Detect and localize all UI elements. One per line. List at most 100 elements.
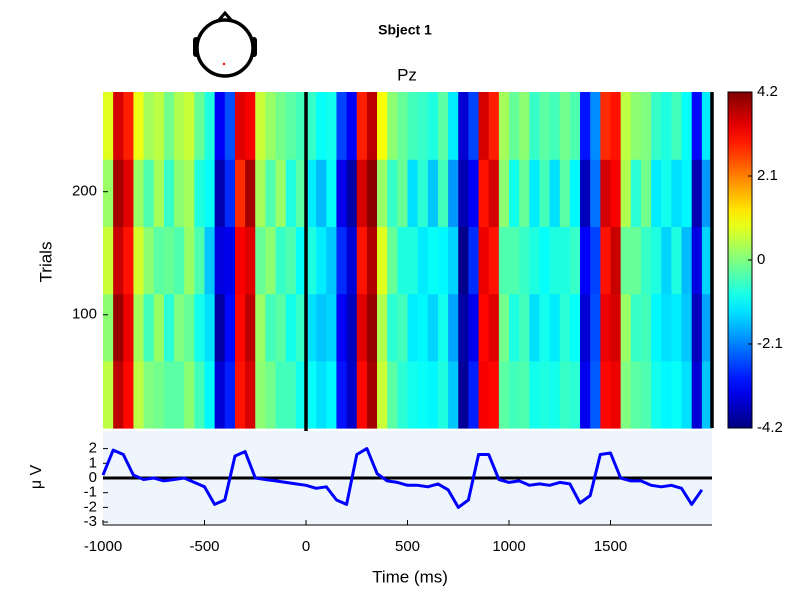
heatmap-cell	[427, 159, 439, 227]
heatmap-cell	[377, 159, 388, 227]
heatmap-cell	[174, 360, 185, 429]
heatmap-cell	[569, 92, 581, 160]
heatmap-cell	[397, 360, 409, 429]
y-tick-label: 200	[72, 183, 97, 200]
heatmap-cell	[640, 92, 652, 160]
heatmap-cell	[255, 226, 266, 295]
heatmap-cell	[417, 360, 429, 429]
heatmap-cell	[610, 360, 622, 429]
heatmap-cell	[580, 159, 591, 227]
erp-line	[101, 447, 704, 509]
erp-y-tick-label: 1	[89, 454, 97, 471]
heatmap-cell	[275, 293, 287, 362]
heatmap-cell	[234, 226, 246, 295]
heatmap-cell	[265, 360, 277, 429]
heatmap-cell	[265, 92, 277, 160]
x-tick-label: 1000	[492, 538, 525, 555]
heatmap-cell	[488, 226, 500, 295]
heatmap-cell	[417, 293, 429, 362]
heatmap-cell	[468, 226, 480, 295]
heatmap-cell	[163, 226, 175, 295]
heatmap-cell	[529, 92, 541, 160]
heatmap-cell	[640, 360, 652, 429]
heatmap-cell	[529, 293, 541, 362]
heatmap-cell	[153, 226, 165, 295]
heatmap-cell	[630, 92, 642, 160]
heatmap-cell	[295, 226, 307, 295]
heatmap-cell	[478, 92, 490, 160]
heatmap-cell	[488, 159, 500, 227]
heatmap-cell	[681, 92, 693, 160]
erp-y-tick-label: -1	[84, 484, 97, 501]
heatmap-cell	[610, 159, 622, 227]
heatmap-cell	[529, 360, 541, 429]
heatmap-cell	[661, 226, 672, 295]
colorbar-tick-label: -2.1	[757, 335, 783, 352]
heatmap-cell	[549, 226, 561, 295]
heatmap-cell	[498, 360, 510, 429]
heatmap-cell	[194, 159, 206, 227]
heatmap-cell	[123, 92, 135, 160]
heatmap-cell	[478, 293, 490, 362]
x-tick-label: 500	[395, 538, 420, 555]
heatmap-cell	[671, 92, 683, 160]
heatmap-cell	[559, 293, 571, 362]
heatmap-cell	[620, 293, 632, 362]
heatmap-cell	[275, 159, 287, 227]
heatmap-cell	[549, 159, 561, 227]
heatmap-cell	[356, 293, 368, 362]
heatmap-cell	[133, 360, 145, 429]
heatmap-cell	[498, 226, 510, 295]
heatmap-cell	[113, 360, 124, 429]
heatmap-cell	[620, 226, 632, 295]
erp-y-tick-label: -2	[84, 498, 97, 515]
heatmap-cell	[701, 92, 713, 160]
heatmap-cell	[651, 159, 662, 227]
heatmap-cell	[346, 293, 358, 362]
heatmap-cell	[549, 293, 561, 362]
heatmap-cell	[498, 293, 510, 362]
heatmap-cell	[204, 159, 216, 227]
heatmap-cell	[458, 159, 469, 227]
heatmap-cell	[275, 226, 287, 295]
heatmap-cell	[397, 92, 409, 160]
heatmap-cell	[630, 293, 642, 362]
chart-title: Sbject 1	[378, 22, 432, 38]
heatmap-cell	[509, 360, 520, 429]
heatmap-cell	[194, 293, 206, 362]
heatmap-cell	[590, 360, 601, 429]
heatmap-cell	[224, 92, 236, 160]
heatmap-cell	[590, 92, 601, 160]
heatmap-cell	[255, 293, 266, 362]
heatmap-cell	[661, 92, 672, 160]
colorbar-tick-label: -4.2	[757, 419, 783, 436]
heatmap-cell	[245, 360, 256, 429]
heatmap-cell	[346, 226, 358, 295]
heatmap-cell	[519, 226, 530, 295]
heatmap-cell	[377, 360, 388, 429]
heatmap-cell	[488, 92, 500, 160]
heatmap-cell	[316, 360, 327, 429]
heatmap-cell	[488, 293, 500, 362]
heatmap-cell	[103, 92, 114, 160]
heatmap-cell	[265, 226, 277, 295]
heatmap-cell	[224, 360, 236, 429]
heatmap-cell	[234, 92, 246, 160]
heatmap-cell	[275, 92, 287, 160]
heatmap-cell	[559, 159, 571, 227]
heatmap-cell	[427, 360, 439, 429]
heatmap-cell	[539, 159, 551, 227]
heatmap-cell	[255, 360, 266, 429]
heatmap-cell	[630, 159, 642, 227]
heatmap-cell	[245, 226, 256, 295]
x-tick-label: 1500	[594, 538, 627, 555]
heatmap-cell	[143, 293, 155, 362]
heatmap-cell	[255, 92, 266, 160]
heatmap-cell	[103, 360, 114, 429]
heatmap-cell	[204, 360, 216, 429]
heatmap-cell	[306, 360, 317, 429]
heatmap-cell	[194, 92, 206, 160]
heatmap-cell	[417, 226, 429, 295]
heatmap-cell	[549, 92, 561, 160]
